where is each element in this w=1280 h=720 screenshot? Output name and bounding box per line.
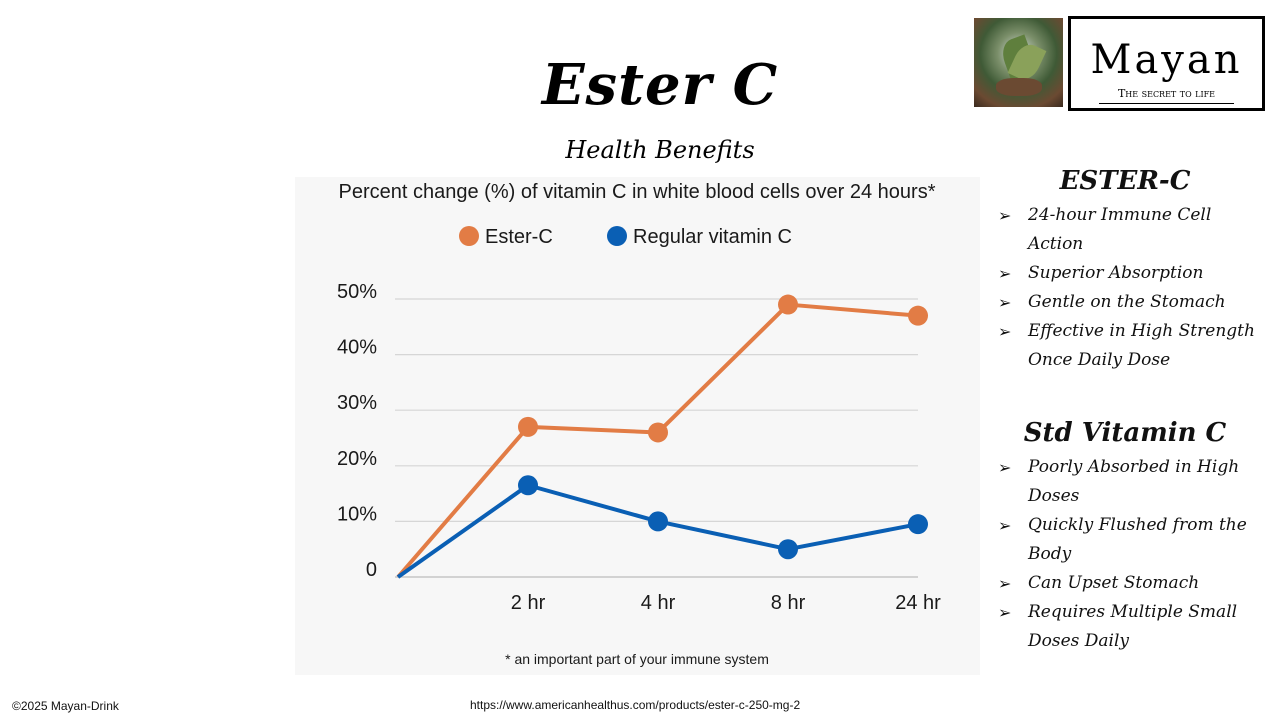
ester-c-benefits-list: ➢ 24-hour Immune Cell Action ➢ Superior Ab… [998,201,1268,375]
slide-title: Ester C [541,52,779,118]
x-tick-label: 2 hr [511,592,546,614]
list-item-text: Requires Multiple Small Doses Daily [1028,602,1238,651]
x-tick-label: 8 hr [771,592,806,614]
list-item-text: Gentle on the Stomach [1028,292,1226,312]
y-tick-label: 0 [366,559,377,581]
chart-panel: Percent change (%) of vitamin C in white… [295,177,980,675]
data-point [778,539,798,560]
list-item: ➢ Gentle on the Stomach [998,288,1268,317]
std-vitamin-c-list: ➢ Poorly Absorbed in High Doses ➢ Quickly … [998,453,1268,656]
arrow-bullet-icon: ➢ [998,516,1012,535]
y-tick-label: 30% [337,392,377,414]
legend-label: Ester-C [485,226,553,248]
data-point [518,475,538,496]
legend-marker [607,226,627,246]
y-tick-label: 20% [337,448,377,470]
list-item-text: Can Upset Stomach [1028,573,1200,593]
logo-wordmark: Mayan [1090,37,1243,83]
logo-tagline: The secret to life [1117,87,1216,100]
list-item-text: 24-hour Immune Cell Action [1028,205,1212,254]
planter-pot [996,78,1042,96]
list-item: ➢ Effective in High Strength Once Daily D… [998,317,1268,375]
chart-footnote: * an important part of your immune syste… [505,651,769,667]
mayan-logo: Mayan The secret to life [1068,16,1265,111]
arrow-bullet-icon: ➢ [998,264,1012,283]
list-item: ➢ Requires Multiple Small Doses Daily [998,598,1268,656]
data-point [908,305,928,326]
std-vitamin-c-heading: Std Vitamin C [1023,418,1227,448]
y-tick-label: 40% [337,337,377,359]
chart-title: Percent change (%) of vitamin C in white… [339,181,936,203]
copyright-text: ©2025 Mayan-Drink [12,699,119,713]
list-item: ➢ Poorly Absorbed in High Doses [998,453,1268,511]
data-point [908,514,928,535]
list-item: ➢ Superior Absorption [998,259,1268,288]
arrow-bullet-icon: ➢ [998,206,1012,225]
list-item: ➢ 24-hour Immune Cell Action [998,201,1268,259]
arrow-bullet-icon: ➢ [998,574,1012,593]
line-chart: Percent change (%) of vitamin C in white… [337,181,941,667]
list-item-text: Quickly Flushed from the Body [1028,515,1247,564]
legend-label: Regular vitamin C [633,226,792,248]
list-item-text: Effective in High Strength Once Daily Do… [1028,321,1255,370]
x-tick-label: 4 hr [641,592,676,614]
arrow-bullet-icon: ➢ [998,458,1012,477]
ester-c-heading: ESTER-C [1059,166,1191,196]
data-point [648,422,668,443]
slide-subtitle: Health Benefits [565,136,755,164]
list-item-text: Superior Absorption [1028,263,1204,283]
list-item: ➢ Quickly Flushed from the Body [998,511,1268,569]
logo-underline [1099,103,1234,104]
source-url: https://www.americanhealthus.com/product… [470,698,801,712]
y-tick-label: 10% [337,503,377,525]
legend-marker [459,226,479,246]
arrow-bullet-icon: ➢ [998,293,1012,312]
fountain-plant-photo [974,18,1063,107]
data-point [518,416,538,437]
arrow-bullet-icon: ➢ [998,603,1012,622]
data-point [648,511,668,532]
list-item: ➢ Can Upset Stomach [998,569,1268,598]
arrow-bullet-icon: ➢ [998,322,1012,341]
data-point [778,294,798,315]
y-tick-label: 50% [337,281,377,303]
list-item-text: Poorly Absorbed in High Doses [1028,457,1240,506]
x-tick-label: 24 hr [895,592,941,614]
